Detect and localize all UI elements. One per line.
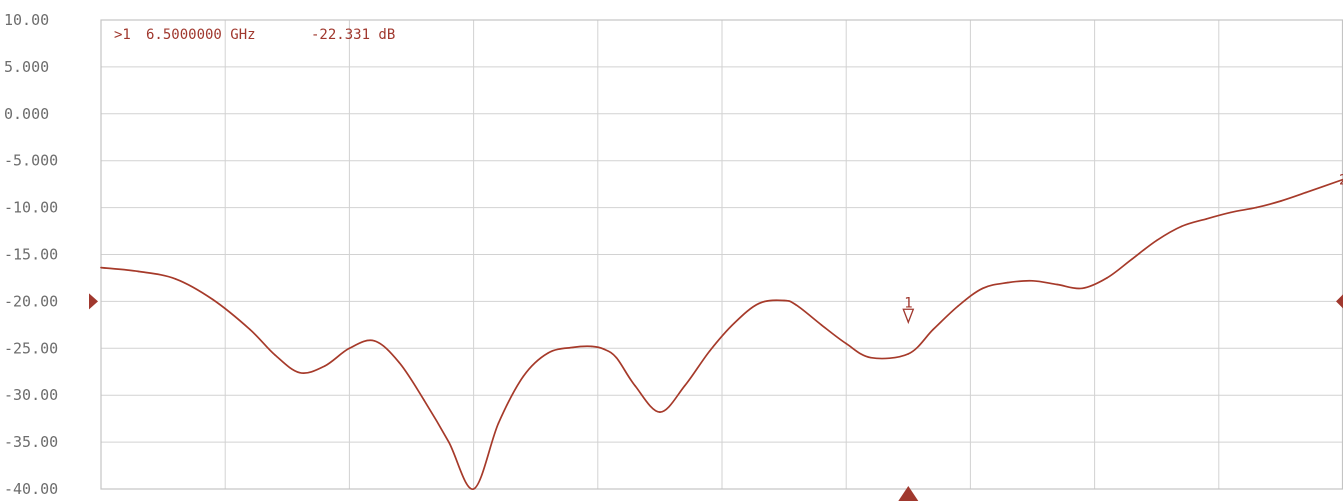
marker-layer: 12 <box>89 172 1343 501</box>
trace-point <box>174 278 177 280</box>
y-tick-label: -40.00 <box>4 480 58 498</box>
y-tick-label: -10.00 <box>4 199 58 217</box>
trace-point <box>783 299 785 302</box>
y-tick-label: -15.00 <box>4 246 58 264</box>
y-tick-label: -5.000 <box>4 152 58 170</box>
trace-point <box>1230 211 1232 214</box>
trace-point <box>845 342 847 345</box>
trace-point <box>1205 218 1208 220</box>
trace-point <box>348 347 351 350</box>
y-tick-label: -30.00 <box>4 386 58 404</box>
trace-point <box>708 350 711 352</box>
y-tick-label: 10.00 <box>4 11 49 29</box>
trace-point <box>683 385 686 387</box>
marker-2-label: 2 <box>1339 172 1343 188</box>
trace-point <box>795 304 798 307</box>
trace-point <box>820 324 823 326</box>
trace-layer <box>100 178 1343 490</box>
marker-1-stimulus-arrow[interactable] <box>898 486 919 501</box>
trace-point <box>547 352 549 354</box>
trace-line <box>100 178 1343 490</box>
trace-point <box>1180 225 1183 228</box>
trace-point <box>373 340 376 342</box>
marker-1-label: 1 <box>904 295 912 311</box>
trace-point <box>1280 200 1282 202</box>
y-tick-label: -20.00 <box>4 292 58 310</box>
trace-point <box>1056 283 1059 286</box>
marker-1-triangle[interactable] <box>902 308 915 325</box>
trace-point <box>957 305 959 307</box>
trace-point <box>448 441 450 443</box>
trace-point <box>659 411 661 413</box>
trace-point <box>100 266 102 269</box>
trace-point <box>982 287 984 290</box>
trace-point <box>1131 258 1133 261</box>
trace-point <box>249 328 251 331</box>
marker-readout-prefix: >1 <box>114 27 131 43</box>
trace-point <box>522 375 525 378</box>
trace-point <box>603 348 605 351</box>
y-tick-label: -35.00 <box>4 433 58 451</box>
trace-point <box>1255 206 1257 209</box>
trace-point <box>323 365 326 367</box>
trace-point <box>298 371 301 374</box>
trace-point <box>1006 281 1009 284</box>
trace-point <box>733 322 736 324</box>
trace-point <box>932 328 934 331</box>
trace-point <box>572 346 574 349</box>
trace-point <box>497 422 500 425</box>
y-tick-labels: 10.00 5.000 0.000 -5.000 -10.00 -15.00 -20.00 -… <box>4 11 58 498</box>
trace-point <box>212 298 214 301</box>
trace-point <box>634 385 636 387</box>
trace-point <box>1081 287 1083 290</box>
trace-point <box>137 270 140 273</box>
trace-point <box>870 356 872 359</box>
trace-point <box>472 488 475 490</box>
trace-point <box>615 356 618 359</box>
y-tick-label: 0.000 <box>4 105 49 123</box>
marker-readout-value: -22.331 dB <box>311 27 395 43</box>
y-tick-label: 5.000 <box>4 58 49 76</box>
trace-point <box>758 302 761 305</box>
trace-point <box>274 354 276 356</box>
trace-point <box>1031 280 1034 282</box>
trace-point <box>1155 239 1158 242</box>
trace-point <box>1304 191 1307 194</box>
trace-point <box>590 345 593 348</box>
reference-level-right-arrow[interactable] <box>1336 294 1343 309</box>
trace-point <box>398 361 400 364</box>
reference-level-left-arrow[interactable] <box>89 293 98 310</box>
trace-point <box>907 353 910 355</box>
trace-point <box>1106 277 1108 279</box>
marker-readout-frequency: 6.5000000 GHz <box>146 27 256 43</box>
y-tick-label: -25.00 <box>4 339 58 357</box>
trace-point <box>423 399 425 401</box>
